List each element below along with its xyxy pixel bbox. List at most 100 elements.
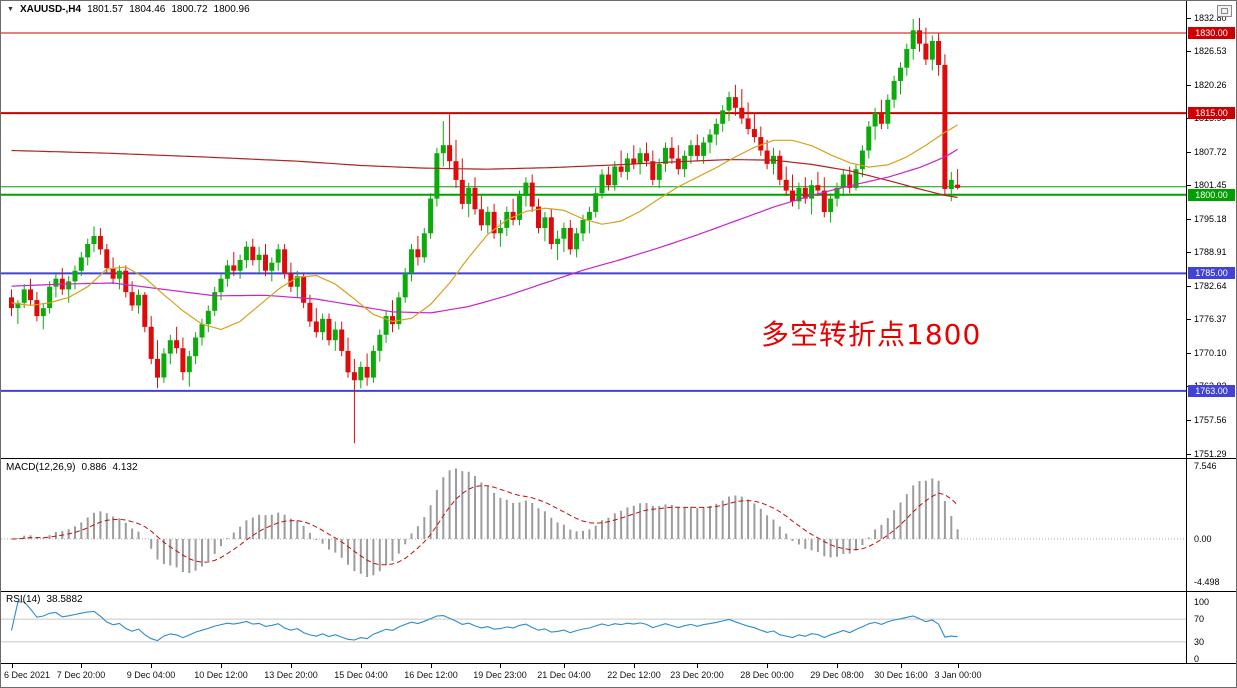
candle: [47, 281, 53, 314]
time-tick-mark: [767, 664, 768, 668]
price-line-badge: 1800.00: [1188, 189, 1235, 201]
panel-separator[interactable]: [1, 458, 1236, 459]
symbol-dropdown-icon[interactable]: ▼: [7, 6, 14, 13]
macd-label: MACD(12,26,9) 0.886 4.132: [6, 462, 138, 473]
candle: [517, 190, 522, 226]
candle: [904, 43, 910, 76]
candle: [72, 265, 78, 290]
candle: [764, 139, 770, 170]
candle: [440, 121, 446, 167]
time-tick-label: 28 Dec 00:00: [740, 670, 794, 680]
candle: [409, 244, 414, 282]
candle: [567, 220, 573, 255]
time-tick-label: 15 Dec 04:00: [334, 670, 388, 680]
candle: [263, 244, 268, 277]
candle: [320, 313, 326, 341]
candle: [199, 318, 205, 346]
time-tick-label: 9 Dec 04:00: [126, 670, 176, 680]
candle: [97, 228, 103, 255]
candle: [751, 113, 757, 143]
symbol-period-label: XAUUSD-,H4: [19, 4, 82, 15]
time-tick-label: 10 Dec 12:00: [194, 670, 248, 680]
chart-annotation-text[interactable]: 多空转折点1800: [761, 318, 982, 351]
candle: [224, 260, 230, 287]
time-tick-mark: [901, 664, 902, 668]
price-tick-mark: [1187, 219, 1191, 220]
candle: [644, 142, 649, 167]
price-tick-label: 1782.64: [1194, 281, 1227, 291]
candle: [40, 302, 46, 330]
candle: [720, 105, 726, 132]
time-tick-label: 6 Dec 2021: [4, 670, 51, 680]
candle: [174, 326, 180, 354]
candle: [256, 246, 262, 274]
candle: [91, 226, 97, 252]
main-chart-canvas[interactable]: [1, 1, 1186, 458]
macd-axis-label: 0.00: [1194, 534, 1212, 544]
price-tick-mark: [1187, 420, 1191, 421]
price-tick-mark: [1187, 252, 1191, 253]
candle: [478, 195, 484, 231]
candle: [167, 334, 173, 365]
candle: [142, 292, 148, 333]
candle: [682, 150, 688, 178]
candle: [885, 94, 891, 130]
panel-separator[interactable]: [1, 663, 1236, 664]
ma-slow-red-line: [11, 149, 958, 199]
candle: [688, 139, 694, 164]
candle: [110, 257, 116, 285]
candle: [78, 252, 84, 277]
time-axis[interactable]: 6 Dec 2021 7 Dec 20:00 9 Dec 04:00 10 Dec 1…: [1, 664, 1236, 687]
candle: [193, 332, 199, 365]
candle: [656, 158, 662, 188]
candle: [732, 84, 738, 116]
time-tick-mark: [151, 664, 152, 668]
candle: [205, 305, 211, 333]
panel-separator[interactable]: [1, 591, 1236, 592]
price-tick-label: 1832.80: [1194, 13, 1227, 23]
restore-window-icon-inner: [1221, 8, 1228, 14]
price-line-badge: 1830.00: [1188, 27, 1235, 39]
time-tick-mark: [12, 664, 13, 668]
candle: [485, 206, 491, 234]
candle: [186, 350, 192, 387]
candle: [536, 198, 541, 234]
time-tick-mark: [221, 664, 222, 668]
rsi-axis[interactable]: 100 70 30 0: [1187, 592, 1236, 664]
price-line-badge: 1763.00: [1188, 385, 1235, 397]
restore-window-icon[interactable]: [1217, 5, 1232, 17]
candle: [942, 54, 948, 196]
rsi-panel-canvas[interactable]: [1, 592, 1186, 663]
candle: [758, 126, 764, 156]
time-tick-mark: [361, 664, 362, 668]
macd-signal-value: 4.132: [112, 462, 138, 473]
candle: [745, 102, 751, 135]
candle: [510, 198, 516, 226]
macd-axis[interactable]: 7.546 0.00 -4.498: [1187, 459, 1236, 591]
time-tick-label: 30 Dec 16:00: [874, 670, 928, 680]
candle: [34, 292, 40, 322]
time-tick-mark: [837, 664, 838, 668]
candle: [809, 179, 815, 215]
time-tick-label: 13 Dec 20:00: [264, 670, 318, 680]
candle: [529, 174, 535, 212]
candle: [28, 278, 33, 306]
candle: [834, 182, 840, 207]
candle: [237, 254, 243, 279]
price-tick-mark: [1187, 152, 1191, 153]
time-tick-mark: [291, 664, 292, 668]
candle: [929, 35, 935, 71]
price-axis[interactable]: 1832.801826.531820.261813.991807.721801.…: [1187, 1, 1236, 459]
time-tick-mark: [500, 664, 501, 668]
macd-signal-line: [11, 485, 958, 566]
macd-panel-canvas[interactable]: [1, 459, 1186, 591]
candle: [415, 236, 421, 266]
axis-separator: [1186, 1, 1187, 663]
candle: [663, 142, 668, 172]
candle: [161, 348, 167, 383]
candle: [821, 177, 827, 218]
candle: [853, 163, 859, 191]
candle: [605, 166, 611, 191]
price-tick-label: 1801.45: [1194, 180, 1227, 190]
candle: [85, 238, 91, 266]
